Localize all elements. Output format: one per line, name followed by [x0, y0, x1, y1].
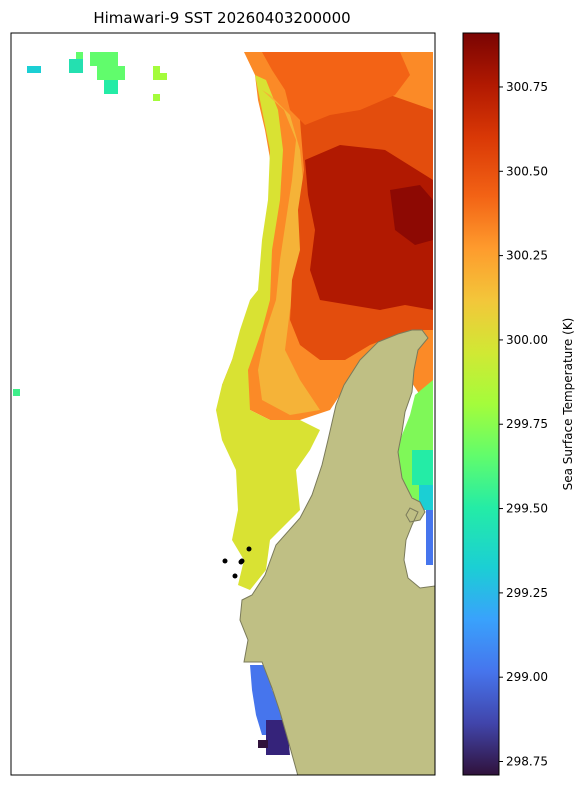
colorbar-tick-label: 299.25: [506, 586, 548, 600]
chart-title: Himawari-9 SST 20260403200000: [93, 9, 350, 27]
colorbar-tick-label: 299.50: [506, 502, 548, 516]
sst-cell: [27, 66, 41, 73]
sst-cell: [69, 59, 83, 73]
map-area: [10, 32, 436, 776]
colorbar-label: Sea Surface Temperature (K): [561, 318, 575, 491]
sst-band-region: [258, 90, 320, 415]
sst-cell: [426, 510, 433, 565]
sst-cell: [76, 52, 83, 59]
colorbar-tick-label: 298.75: [506, 755, 548, 769]
marker-group: [222, 546, 252, 579]
sst-layer: [13, 52, 433, 755]
sst-cell: [90, 52, 118, 66]
sst-coldest-region: [266, 720, 290, 755]
sst-upper-region: [262, 52, 410, 125]
map-frame: [10, 32, 436, 776]
sst-cell: [97, 66, 125, 80]
colorbar-gradient: [462, 32, 500, 776]
colorbar-tick-label: 299.75: [506, 417, 548, 431]
sst-cell: [153, 73, 167, 80]
colorbar-tick-label: 300.75: [506, 80, 548, 94]
sst-cell: [153, 66, 160, 73]
sst-cell: [13, 389, 20, 396]
marker-point: [238, 559, 244, 565]
sst-fringe-region: [216, 75, 320, 590]
colorbar-tick-label: 300.00: [506, 333, 548, 347]
marker-point: [246, 546, 252, 552]
colorbar-tick-label: 300.25: [506, 249, 548, 263]
map-layers: [13, 52, 435, 775]
sst-cell: [104, 80, 118, 94]
sst-cell: [412, 450, 433, 485]
sst-cell: [153, 94, 160, 101]
sst-cell: [258, 740, 268, 748]
colorbar: 300.75 300.50 300.25 300.00 299.75 299.50 299.…: [462, 32, 575, 776]
land-mass: [239, 329, 435, 775]
colorbar-tick-label: 299.00: [506, 670, 548, 684]
sst-peak-region: [390, 185, 433, 245]
sst-cell: [419, 485, 433, 510]
marker-point: [222, 558, 228, 564]
colorbar-tick-label: 300.50: [506, 164, 548, 178]
marker-point: [232, 573, 238, 579]
colorbar-ticks: 300.75 300.50 300.25 300.00 299.75 299.50 299.…: [499, 80, 548, 769]
sst-cold-region: [250, 665, 284, 735]
sst-max-region: [305, 145, 433, 310]
